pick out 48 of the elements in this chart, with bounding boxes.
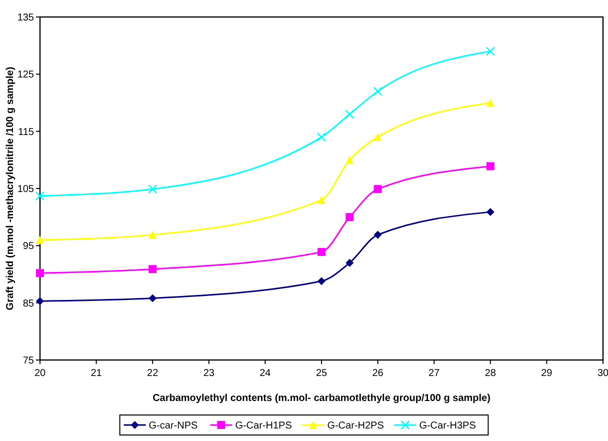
x-tick-label: 22 bbox=[147, 368, 159, 379]
legend-label: G-car-NPS bbox=[148, 420, 198, 432]
point bbox=[486, 162, 494, 170]
x-tick-label: 28 bbox=[484, 368, 496, 379]
y-tick-label: 125 bbox=[17, 70, 34, 81]
point bbox=[486, 208, 494, 216]
legend-label: G-Car-H3PS bbox=[419, 420, 476, 432]
point bbox=[374, 230, 382, 239]
point bbox=[318, 248, 326, 256]
x-tick-label: 30 bbox=[597, 368, 608, 379]
point bbox=[148, 265, 157, 274]
point bbox=[36, 297, 44, 306]
point bbox=[318, 277, 326, 286]
point bbox=[346, 213, 354, 222]
x-axis-title: Carbamoylethyl contents (m.mol- carbamotlethyle group/100 g sample) bbox=[152, 393, 490, 404]
point bbox=[346, 258, 354, 267]
point bbox=[316, 132, 326, 142]
x-tick-label: 21 bbox=[90, 368, 102, 379]
x-tick-label: 24 bbox=[260, 368, 272, 379]
x-tick-label: 23 bbox=[203, 368, 215, 379]
y-tick-label: 115 bbox=[18, 126, 34, 138]
legend-label: G-Car-H2PS bbox=[327, 420, 384, 432]
x-tick-label: 26 bbox=[372, 368, 384, 379]
legend-label: G-Car-H1PS bbox=[235, 420, 292, 432]
x-tick-label: 29 bbox=[541, 368, 553, 379]
y-tick-label: 75 bbox=[22, 356, 34, 366]
point bbox=[373, 86, 382, 96]
y-tick-label: 85 bbox=[22, 298, 34, 310]
point bbox=[35, 191, 45, 201]
point bbox=[318, 196, 326, 204]
point bbox=[36, 236, 44, 244]
point bbox=[148, 230, 157, 239]
x-tick-label: 20 bbox=[34, 368, 46, 379]
y-tick-label: 135 bbox=[17, 12, 34, 24]
x-tick-label: 25 bbox=[316, 368, 328, 379]
point bbox=[36, 269, 44, 278]
point bbox=[148, 184, 158, 194]
x-tick-label: 27 bbox=[428, 368, 440, 379]
point bbox=[346, 156, 354, 164]
point bbox=[148, 294, 157, 302]
y-tick-label: 95 bbox=[22, 241, 34, 252]
point bbox=[486, 98, 494, 107]
point bbox=[486, 46, 496, 56]
point bbox=[374, 133, 382, 142]
y-axis-title: Graft yield (m.mol -methacrylonitrile /100 g sample) bbox=[5, 66, 16, 310]
point bbox=[374, 185, 382, 194]
point bbox=[345, 110, 354, 119]
y-tick-label: 105 bbox=[17, 184, 34, 195]
